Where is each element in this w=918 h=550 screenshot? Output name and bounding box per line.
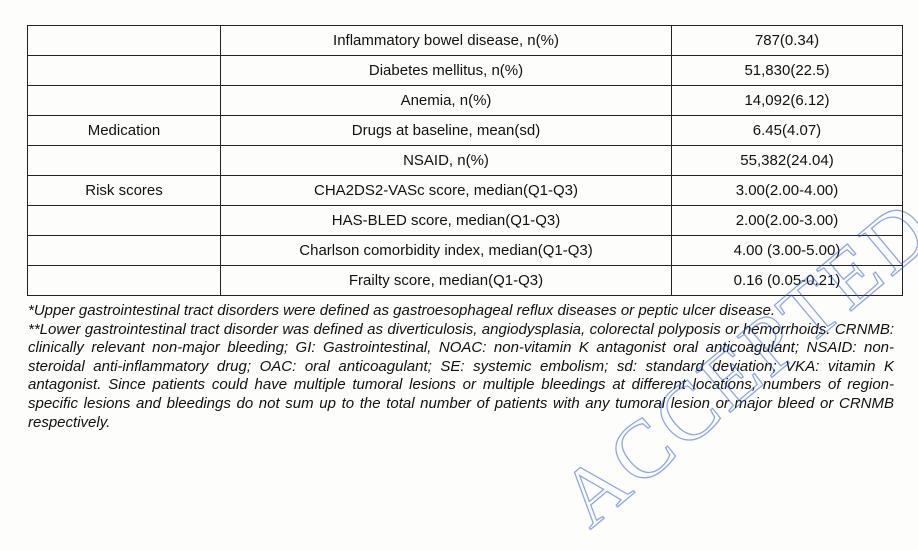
category-cell: [27, 85, 221, 116]
variable-cell: Drugs at baseline, mean(sd): [220, 115, 672, 146]
category-cell: [27, 205, 221, 236]
category-cell: [27, 235, 221, 266]
value-cell: 6.45(4.07): [671, 115, 903, 146]
value-cell: 4.00 (3.00-5.00): [671, 235, 903, 266]
table-row: NSAID, n(%) 55,382(24.04): [27, 145, 903, 176]
baseline-characteristics-table: Inflammatory bowel disease, n(%) 787(0.34…: [27, 25, 903, 296]
variable-cell: HAS-BLED score, median(Q1-Q3): [220, 205, 672, 236]
variable-cell: Anemia, n(%): [220, 85, 672, 116]
value-cell: 55,382(24.04): [671, 145, 903, 176]
table-row: HAS-BLED score, median(Q1-Q3) 2.00(2.00-3…: [27, 205, 903, 236]
document-page: Inflammatory bowel disease, n(%) 787(0.34…: [27, 25, 918, 544]
table-row: Diabetes mellitus, n(%) 51,830(22.5): [27, 55, 903, 86]
table-footnotes: *Upper gastrointestinal tract disorders …: [28, 302, 894, 432]
category-cell: Medication: [27, 115, 221, 146]
variable-cell: NSAID, n(%): [220, 145, 672, 176]
category-cell: [27, 265, 221, 296]
variable-cell: CHA2DS2-VASc score, median(Q1-Q3): [220, 175, 672, 206]
value-cell: 0.16 (0.05-0.21): [671, 265, 903, 296]
variable-cell: Charlson comorbidity index, median(Q1-Q3…: [220, 235, 672, 266]
footnote-lower-gi-and-abbreviations: **Lower gastrointestinal tract disorder …: [28, 320, 894, 431]
table-body: Inflammatory bowel disease, n(%) 787(0.34…: [27, 25, 903, 296]
table-row: Anemia, n(%) 14,092(6.12): [27, 85, 903, 116]
value-cell: 2.00(2.00-3.00): [671, 205, 903, 236]
value-cell: 787(0.34): [671, 25, 903, 56]
category-cell: Risk scores: [27, 175, 221, 206]
footnote-upper-gi: *Upper gastrointestinal tract disorders …: [28, 302, 776, 319]
category-cell: [27, 145, 221, 176]
category-cell: [27, 25, 221, 56]
value-cell: 3.00(2.00-4.00): [671, 175, 903, 206]
table-row: Charlson comorbidity index, median(Q1-Q3…: [27, 235, 903, 266]
variable-cell: Inflammatory bowel disease, n(%): [220, 25, 672, 56]
table-row: Inflammatory bowel disease, n(%) 787(0.34…: [27, 25, 903, 56]
variable-cell: Diabetes mellitus, n(%): [220, 55, 672, 86]
table-row: Risk scores CHA2DS2-VASc score, median(Q1…: [27, 175, 903, 206]
value-cell: 51,830(22.5): [671, 55, 903, 86]
value-cell: 14,092(6.12): [671, 85, 903, 116]
category-cell: [27, 55, 221, 86]
table-row: Medication Drugs at baseline, mean(sd) 6.4…: [27, 115, 903, 146]
variable-cell: Frailty score, median(Q1-Q3): [220, 265, 672, 296]
table-row: Frailty score, median(Q1-Q3) 0.16 (0.05-0…: [27, 265, 903, 296]
